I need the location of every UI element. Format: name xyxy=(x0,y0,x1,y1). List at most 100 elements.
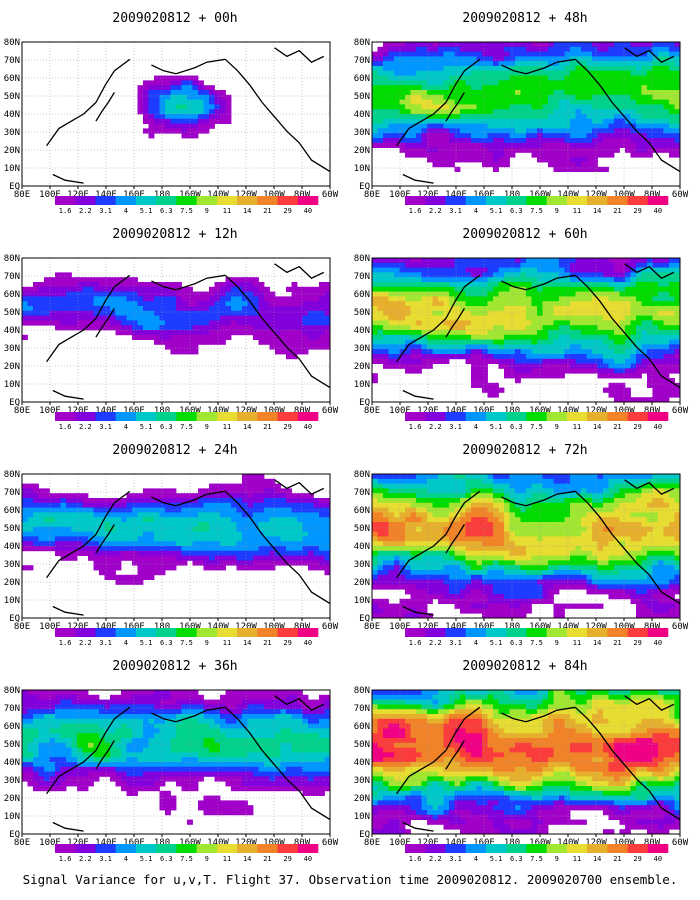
colorbar-swatch xyxy=(566,196,588,205)
y-tick-label: 10N xyxy=(354,164,370,174)
colorbar-swatch xyxy=(405,412,426,421)
map-panel: 2009020812 + 24h 80E 100E 120E 140E 160E 180 16… xyxy=(4,443,339,647)
colorbar-swatch xyxy=(95,844,116,853)
colorbar-label: 7.5 xyxy=(530,855,543,863)
grid-lines xyxy=(22,258,330,402)
colorbar-swatch xyxy=(297,844,319,853)
colorbar-swatch xyxy=(156,844,177,853)
colorbar-swatch xyxy=(425,196,446,205)
colorbar-label: 6.3 xyxy=(510,855,523,863)
colorbar-label: 2.2 xyxy=(79,207,92,215)
y-tick-label: 20N xyxy=(354,362,370,372)
colorbar-label: 1.6 xyxy=(59,855,72,863)
panel-title: 2009020812 + 00h xyxy=(112,11,237,26)
map-frame xyxy=(21,473,331,619)
colorbar-label: 5.1 xyxy=(140,207,153,215)
colorbar-swatch xyxy=(506,412,527,421)
map-panel-6: 2009020812 + 72h 80E 100E 120E 140E 160E 180 16… xyxy=(350,432,700,652)
colorbar-swatch xyxy=(176,628,197,637)
colorbar-swatch xyxy=(196,196,218,205)
x-tick-label: 80E xyxy=(14,838,30,848)
y-tick-label: 30N xyxy=(354,560,370,570)
colorbar-label: 1.6 xyxy=(409,855,422,863)
x-tick-label: 140W xyxy=(557,838,579,848)
x-tick-label: 80E xyxy=(14,622,30,632)
y-tick-label: 40N xyxy=(4,326,20,336)
x-tick-label: 120E xyxy=(67,190,89,200)
colorbar-swatch xyxy=(196,628,218,637)
colorbar-label: 5.1 xyxy=(490,423,503,431)
x-tick-label: 80W xyxy=(644,190,661,200)
x-tick-label: 160E xyxy=(473,622,495,632)
colorbar-label: 1.6 xyxy=(409,207,422,215)
x-tick-label: 100E xyxy=(389,190,411,200)
colorbar-label: 7.5 xyxy=(530,639,543,647)
y-tick-label: 60N xyxy=(354,74,370,84)
y-tick-label: 30N xyxy=(354,128,370,138)
x-tick-label: 80E xyxy=(364,838,380,848)
colorbar: 1.6 2.2 3.1 4 5.1 6.3 7.5 9 11 14 21 29 40 xyxy=(405,628,669,647)
y-tick-label: 80N xyxy=(354,470,370,480)
y-tick-label: EQ xyxy=(9,182,20,192)
y-tick-label: 30N xyxy=(4,128,20,138)
colorbar-label: 11 xyxy=(223,207,231,215)
x-tick-label: 140W xyxy=(557,622,579,632)
x-tick-label: 100E xyxy=(39,622,61,632)
colorbar-swatch xyxy=(465,412,487,421)
x-tick-label: 140W xyxy=(557,190,579,200)
panel-title: 2009020812 + 60h xyxy=(462,227,587,242)
x-tick-label: 80W xyxy=(294,622,311,632)
y-tick-label: 60N xyxy=(354,722,370,732)
x-tick-label: 120W xyxy=(585,190,607,200)
x-tick-label: 100E xyxy=(39,406,61,416)
x-tick-label: 100W xyxy=(263,622,285,632)
y-tick-label: EQ xyxy=(359,398,370,408)
coastlines xyxy=(46,263,331,400)
y-tick-label: 50N xyxy=(354,92,370,102)
x-tick-label: 120W xyxy=(585,622,607,632)
colorbar-label: 7.5 xyxy=(180,855,193,863)
colorbar-label: 14 xyxy=(243,639,251,647)
colorbar-swatch xyxy=(237,844,258,853)
colorbar-swatch xyxy=(425,412,446,421)
colorbar-swatch xyxy=(546,844,568,853)
colorbar-label: 4 xyxy=(124,855,128,863)
colorbar-swatch xyxy=(506,628,527,637)
colorbar-swatch xyxy=(627,196,649,205)
y-tick-label: 40N xyxy=(4,758,20,768)
colorbar-label: 4 xyxy=(474,855,478,863)
colorbar-label: 21 xyxy=(263,639,271,647)
colorbar-swatch xyxy=(526,628,547,637)
grid-lines xyxy=(22,474,330,618)
y-tick-label: 70N xyxy=(4,704,20,714)
colorbar-label: 4 xyxy=(474,423,478,431)
colorbar-swatch xyxy=(95,412,116,421)
coastlines xyxy=(396,479,681,616)
colorbar-swatch xyxy=(115,628,137,637)
colorbar-swatch xyxy=(627,844,649,853)
colorbar-label: 3.1 xyxy=(449,207,462,215)
y-tick-label: EQ xyxy=(9,830,20,840)
colorbar-swatch xyxy=(465,628,487,637)
y-tick-label: 30N xyxy=(4,560,20,570)
colorbar-label: 5.1 xyxy=(140,639,153,647)
colorbar-label: 21 xyxy=(263,855,271,863)
map-panel: 2009020812 + 12h 80E 100E 120E 140E 160E 180 16… xyxy=(4,227,339,431)
colorbar-swatch xyxy=(445,628,466,637)
x-tick-label: 80E xyxy=(14,406,30,416)
colorbar-label: 29 xyxy=(633,207,641,215)
x-tick-label: 120E xyxy=(67,838,89,848)
x-tick-label: 140W xyxy=(557,406,579,416)
colorbar-swatch xyxy=(297,628,319,637)
x-tick-label: 120W xyxy=(235,838,257,848)
colorbar-label: 6.3 xyxy=(160,207,173,215)
variance-field xyxy=(22,474,331,585)
x-tick-label: 80E xyxy=(364,190,380,200)
colorbar-label: 3.1 xyxy=(449,855,462,863)
colorbar-swatch xyxy=(485,628,507,637)
colorbar-label: 29 xyxy=(283,639,291,647)
colorbar-swatch xyxy=(216,844,238,853)
colorbar-label: 9 xyxy=(555,855,559,863)
colorbar-label: 7.5 xyxy=(530,423,543,431)
y-tick-label: 60N xyxy=(4,506,20,516)
